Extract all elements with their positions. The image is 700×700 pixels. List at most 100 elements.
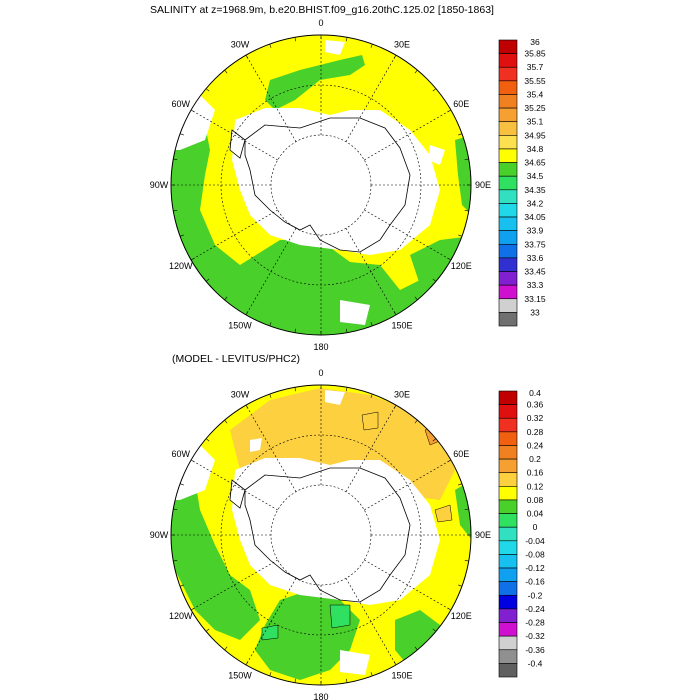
colorbar-swatch	[498, 649, 518, 664]
lon-label: 0	[318, 18, 323, 28]
colorbar-swatch	[498, 404, 518, 419]
colorbar-swatch	[498, 203, 518, 218]
lon-label: 60E	[453, 99, 469, 109]
top-map: 0 30E 60E 90E 120E 150E 180 150W 120W 90W 60W 30W	[150, 18, 491, 352]
colorbar-label: 0.28	[527, 427, 544, 437]
lon-label: 90W	[150, 530, 169, 540]
lon-label: 150E	[391, 320, 412, 330]
lon-label: 0	[318, 368, 323, 378]
bottom-colorbar: 0.4 0.36 0.32 0.28 0.24 0.2 0.16 0.12 0.08 0.04 0 -…	[498, 388, 545, 678]
lon-label: 150W	[228, 670, 252, 680]
colorbar-label: 0.4	[529, 388, 541, 398]
colorbar-label: 35.1	[527, 117, 544, 127]
colorbar-swatch	[498, 271, 518, 286]
colorbar-label: -0.12	[525, 563, 545, 573]
colorbar-label: 0.32	[527, 413, 544, 423]
colorbar-label: 33.6	[527, 253, 544, 263]
colorbar-swatch	[498, 554, 518, 569]
colorbar-swatch	[498, 608, 518, 623]
colorbar-swatch	[498, 594, 518, 610]
lon-label: 30E	[394, 40, 410, 50]
colorbar-label: 0.16	[527, 468, 544, 478]
colorbar-swatch	[498, 243, 518, 259]
colorbar-label: 0.04	[527, 509, 544, 519]
colorbar-swatch	[498, 431, 518, 446]
colorbar-swatch	[498, 135, 518, 150]
lon-label: 60W	[171, 99, 190, 109]
colorbar-swatch	[498, 526, 518, 542]
colorbar-swatch	[498, 458, 518, 474]
lon-label: 150W	[228, 320, 252, 330]
colorbar-swatch	[498, 53, 518, 68]
colorbar-label: -0.24	[525, 604, 545, 614]
colorbar-swatch	[498, 445, 518, 460]
colorbar-label: 35.25	[524, 103, 546, 113]
colorbar-swatch	[498, 121, 518, 136]
lon-label: 30E	[394, 390, 410, 400]
colorbar-label: -0.2	[528, 590, 543, 600]
colorbar-swatch	[498, 472, 518, 487]
colorbar-swatch	[498, 162, 518, 177]
colorbar-swatch	[498, 298, 518, 313]
colorbar-label: 34.5	[527, 171, 544, 181]
lon-label: 90W	[150, 180, 169, 190]
colorbar-swatch	[498, 567, 518, 582]
colorbar-swatch	[498, 284, 518, 300]
lon-label: 120W	[169, 261, 193, 271]
colorbar-label: -0.16	[525, 577, 545, 587]
colorbar-swatch	[498, 663, 518, 678]
colorbar-label: 35.4	[527, 89, 544, 99]
colorbar-swatch	[498, 66, 518, 82]
colorbar-swatch	[498, 581, 518, 596]
colorbar-label: 35.55	[524, 76, 546, 86]
colorbar-swatch	[498, 39, 518, 54]
lon-label: 90E	[475, 530, 491, 540]
colorbar-swatch	[498, 175, 518, 191]
colorbar-label: 34.65	[524, 158, 546, 168]
colorbar-label: 34.2	[527, 198, 544, 208]
bottom-panel-title: (MODEL - LEVITUS/PHC2)	[172, 353, 300, 365]
colorbar-label: 33.15	[524, 294, 546, 304]
colorbar-label: -0.32	[525, 631, 545, 641]
lon-label: 30W	[231, 390, 250, 400]
lon-label: 120E	[451, 611, 472, 621]
colorbar-label: 0.08	[527, 495, 544, 505]
colorbar-label: 33.45	[524, 267, 546, 277]
colorbar-label: 0.24	[527, 440, 544, 450]
colorbar-label: 33.9	[527, 226, 544, 236]
top-colorbar: 36 35.85 35.7 35.55 35.4 35.25 35.1 34.95 34.8 34…	[498, 37, 546, 327]
colorbar-label: -0.4	[528, 658, 543, 668]
colorbar-label: 34.95	[524, 130, 546, 140]
colorbar-label: 0.12	[527, 481, 544, 491]
colorbar-label: -0.36	[525, 645, 545, 655]
colorbar-swatch	[498, 486, 518, 501]
lon-label: 180	[313, 342, 328, 352]
colorbar-swatch	[498, 622, 518, 637]
top-panel-title: SALINITY at z=1968.9m, b.e20.BHIST.f09_g…	[150, 4, 494, 16]
colorbar-swatch	[498, 390, 518, 405]
lon-label: 120W	[169, 611, 193, 621]
lon-label: 60E	[453, 449, 469, 459]
colorbar-swatch	[498, 94, 518, 109]
colorbar-label: 34.8	[527, 144, 544, 154]
colorbar-label: 33	[530, 307, 540, 317]
colorbar-label: -0.28	[525, 618, 545, 628]
colorbar-label: 0.2	[529, 454, 541, 464]
lon-label: 30W	[231, 40, 250, 50]
lon-label: 180	[313, 692, 328, 700]
colorbar-label: 33.3	[527, 280, 544, 290]
colorbar-swatch	[498, 635, 518, 651]
colorbar-swatch	[498, 216, 518, 231]
colorbar-swatch	[498, 107, 518, 123]
colorbar-label: 34.35	[524, 185, 546, 195]
colorbar-swatch	[498, 312, 518, 327]
colorbar-swatch	[498, 513, 518, 528]
colorbar-label: 34.05	[524, 212, 546, 222]
colorbar-label: 0.36	[527, 400, 544, 410]
colorbar-label: -0.04	[525, 536, 545, 546]
colorbar-label: 35.7	[527, 62, 544, 72]
colorbar-swatch	[498, 540, 518, 555]
colorbar-label: -0.08	[525, 549, 545, 559]
bottom-map: 0 30E 60E 90E 120E 150E 180 150W 120W 90W 60W 30W	[150, 368, 491, 700]
